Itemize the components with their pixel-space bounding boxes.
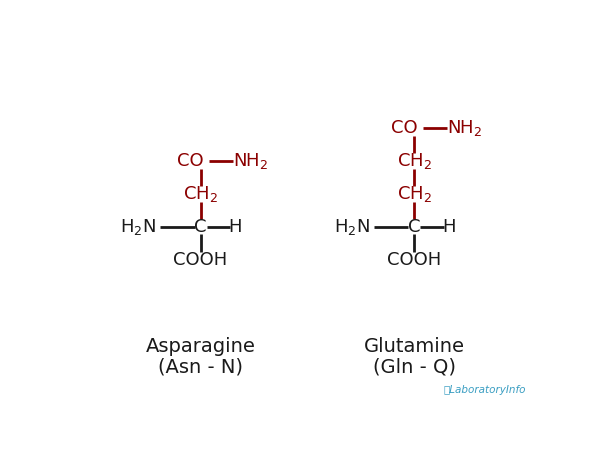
Text: NH$_2$: NH$_2$: [447, 118, 482, 138]
Text: Asparagine: Asparagine: [146, 336, 256, 356]
Text: (Gln - Q): (Gln - Q): [373, 357, 456, 376]
Text: H: H: [443, 218, 456, 236]
Text: CH$_2$: CH$_2$: [397, 184, 432, 204]
Text: CH$_2$: CH$_2$: [397, 151, 432, 171]
Text: (Asn - N): (Asn - N): [158, 357, 243, 376]
Text: H$_2$N: H$_2$N: [120, 217, 156, 237]
Text: C: C: [408, 218, 421, 236]
Text: H: H: [229, 218, 242, 236]
Text: COOH: COOH: [388, 251, 442, 269]
Text: CO: CO: [177, 152, 203, 170]
Text: C: C: [194, 218, 207, 236]
Text: NH$_2$: NH$_2$: [233, 151, 268, 171]
Text: CH$_2$: CH$_2$: [183, 184, 218, 204]
Text: ⓁLaboratoryInfo: ⓁLaboratoryInfo: [443, 385, 526, 396]
Text: H$_2$N: H$_2$N: [334, 217, 370, 237]
Text: COOH: COOH: [173, 251, 227, 269]
Text: CO: CO: [391, 119, 418, 137]
Text: Glutamine: Glutamine: [364, 336, 465, 356]
